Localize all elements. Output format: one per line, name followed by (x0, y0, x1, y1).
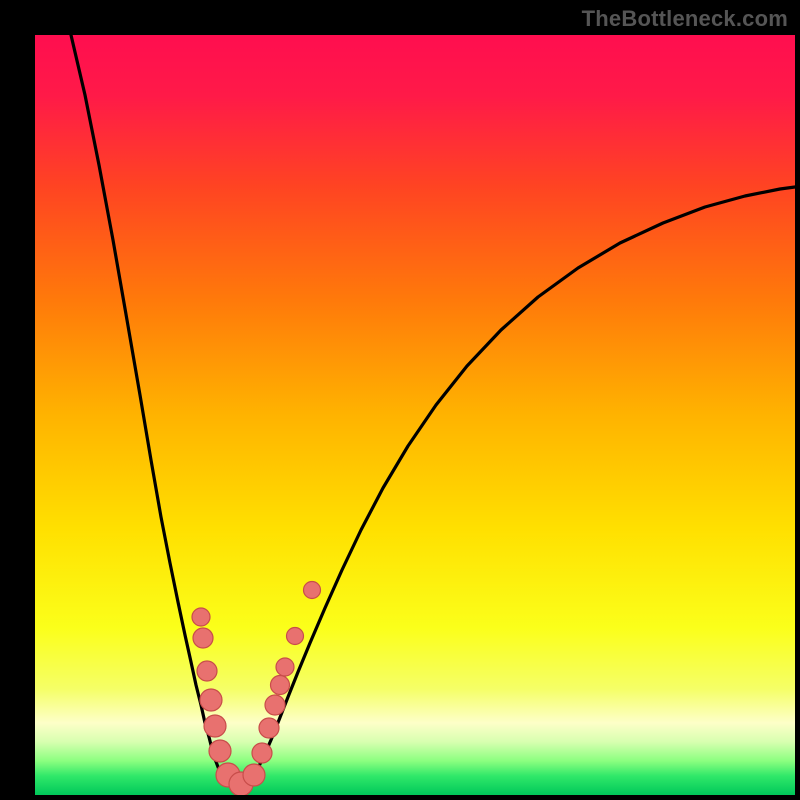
data-marker (271, 676, 290, 695)
chart-svg (35, 35, 795, 795)
data-marker (252, 743, 272, 763)
data-marker (276, 658, 294, 676)
data-marker (259, 718, 279, 738)
canvas-root: TheBottleneck.com (0, 0, 800, 800)
data-marker (197, 661, 217, 681)
data-marker (243, 764, 265, 786)
plot-area (35, 35, 795, 795)
data-marker (304, 582, 321, 599)
data-marker (192, 608, 210, 626)
data-marker (209, 740, 231, 762)
watermark-text: TheBottleneck.com (582, 6, 788, 32)
data-marker (287, 628, 304, 645)
data-marker (193, 628, 213, 648)
data-marker (204, 715, 226, 737)
data-marker (200, 689, 222, 711)
data-marker (265, 695, 285, 715)
gradient-fill (35, 35, 795, 795)
